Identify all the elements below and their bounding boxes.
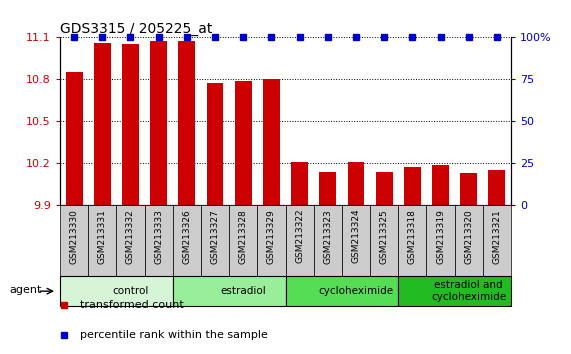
- Bar: [291, 162, 308, 205]
- Bar: [173, 276, 286, 306]
- Bar: [116, 205, 144, 276]
- Bar: [229, 205, 258, 276]
- Bar: [263, 79, 280, 205]
- Text: GSM213318: GSM213318: [408, 209, 417, 264]
- Text: GSM213319: GSM213319: [436, 209, 445, 264]
- Bar: [432, 165, 449, 205]
- Bar: [455, 205, 483, 276]
- Bar: [286, 205, 313, 276]
- Bar: [313, 205, 342, 276]
- Text: cycloheximide: cycloheximide: [319, 286, 393, 296]
- Bar: [60, 205, 88, 276]
- Text: GSM213327: GSM213327: [211, 209, 219, 264]
- Bar: [399, 276, 511, 306]
- Bar: [235, 81, 252, 205]
- Text: GSM213329: GSM213329: [267, 209, 276, 264]
- Bar: [483, 205, 511, 276]
- Bar: [201, 205, 229, 276]
- Bar: [150, 41, 167, 205]
- Text: GSM213328: GSM213328: [239, 209, 248, 264]
- Text: GDS3315 / 205225_at: GDS3315 / 205225_at: [60, 22, 212, 36]
- Text: GSM213332: GSM213332: [126, 209, 135, 264]
- Text: transformed count: transformed count: [81, 300, 184, 310]
- Text: estradiol and
cycloheximide: estradiol and cycloheximide: [431, 280, 506, 302]
- Bar: [460, 173, 477, 205]
- Bar: [60, 276, 173, 306]
- Bar: [319, 172, 336, 205]
- Bar: [342, 205, 370, 276]
- Bar: [66, 72, 83, 205]
- Bar: [207, 84, 223, 205]
- Text: GSM213324: GSM213324: [352, 209, 360, 263]
- Text: GSM213325: GSM213325: [380, 209, 389, 264]
- Text: estradiol: estradiol: [220, 286, 266, 296]
- Text: GSM213330: GSM213330: [70, 209, 79, 264]
- Text: GSM213322: GSM213322: [295, 209, 304, 263]
- Bar: [122, 44, 139, 205]
- Bar: [286, 276, 399, 306]
- Text: GSM213321: GSM213321: [492, 209, 501, 264]
- Text: agent: agent: [9, 285, 41, 295]
- Text: percentile rank within the sample: percentile rank within the sample: [81, 330, 268, 341]
- Bar: [348, 162, 364, 205]
- Bar: [399, 205, 427, 276]
- Text: GSM213320: GSM213320: [464, 209, 473, 264]
- Bar: [258, 205, 286, 276]
- Bar: [88, 205, 116, 276]
- Text: GSM213331: GSM213331: [98, 209, 107, 264]
- Text: GSM213323: GSM213323: [323, 209, 332, 264]
- Text: GSM213326: GSM213326: [182, 209, 191, 264]
- Bar: [370, 205, 399, 276]
- Bar: [178, 41, 195, 205]
- Bar: [173, 205, 201, 276]
- Bar: [427, 205, 455, 276]
- Text: GSM213333: GSM213333: [154, 209, 163, 264]
- Bar: [144, 205, 173, 276]
- Bar: [404, 167, 421, 205]
- Bar: [489, 170, 505, 205]
- Text: control: control: [112, 286, 148, 296]
- Bar: [94, 43, 111, 205]
- Bar: [376, 172, 393, 205]
